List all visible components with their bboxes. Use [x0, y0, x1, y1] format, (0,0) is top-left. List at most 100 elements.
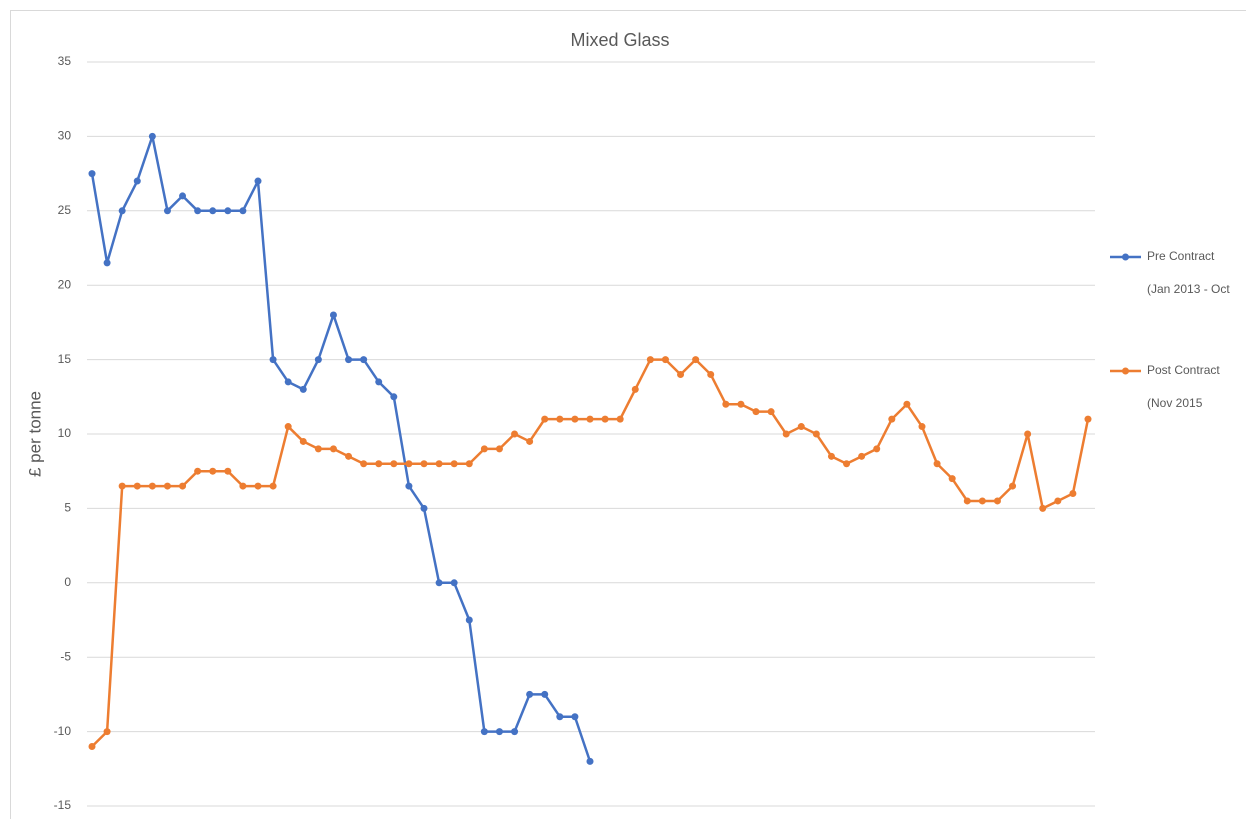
- data-point: [465, 616, 473, 624]
- data-point: [148, 482, 156, 490]
- data-point: [495, 728, 503, 736]
- chart-title: Mixed Glass: [570, 30, 669, 50]
- data-point: [526, 690, 534, 698]
- y-tick-label: 15: [58, 352, 72, 366]
- data-point: [511, 728, 519, 736]
- data-point: [465, 460, 473, 468]
- data-point: [1039, 504, 1047, 512]
- data-point: [616, 415, 624, 423]
- data-point: [586, 415, 594, 423]
- data-point: [692, 356, 700, 364]
- data-point: [103, 259, 111, 267]
- data-point: [224, 207, 232, 215]
- data-point: [737, 400, 745, 408]
- data-point: [797, 423, 805, 431]
- data-point: [978, 497, 986, 505]
- data-point: [405, 460, 413, 468]
- data-point: [375, 460, 383, 468]
- data-point: [239, 482, 247, 490]
- data-point: [1069, 490, 1077, 498]
- data-point: [752, 408, 760, 416]
- data-point: [601, 415, 609, 423]
- data-point: [782, 430, 790, 438]
- y-tick-label: 20: [58, 277, 72, 291]
- data-point: [209, 467, 217, 475]
- data-point: [586, 757, 594, 765]
- y-tick-label: 35: [58, 54, 72, 68]
- data-point: [284, 423, 292, 431]
- legend-marker: [1122, 367, 1129, 375]
- data-point: [405, 482, 413, 490]
- data-point: [360, 460, 368, 468]
- data-point: [254, 482, 262, 490]
- data-point: [858, 452, 866, 460]
- data-point: [435, 460, 443, 468]
- data-point: [571, 713, 579, 721]
- data-point: [179, 482, 187, 490]
- data-point: [707, 370, 715, 378]
- data-point: [163, 482, 171, 490]
- data-point: [993, 497, 1001, 505]
- data-point: [148, 132, 156, 140]
- data-point: [375, 378, 383, 386]
- data-point: [843, 460, 851, 468]
- legend-label-line2: (Jan 2013 - Oct: [1147, 282, 1230, 296]
- data-point: [963, 497, 971, 505]
- data-point: [284, 378, 292, 386]
- data-point: [873, 445, 881, 453]
- legend-label: Pre Contract: [1147, 249, 1215, 263]
- data-point: [420, 460, 428, 468]
- data-point: [345, 356, 353, 364]
- chart-frame: [10, 10, 1246, 819]
- y-tick-label: 10: [58, 426, 72, 440]
- data-point: [480, 445, 488, 453]
- data-point: [722, 400, 730, 408]
- data-point: [450, 579, 458, 587]
- data-point: [269, 356, 277, 364]
- data-point: [541, 690, 549, 698]
- data-point: [526, 437, 534, 445]
- series-line: [90, 135, 592, 762]
- data-point: [495, 445, 503, 453]
- data-point: [435, 579, 443, 587]
- data-point: [314, 445, 322, 453]
- data-point: [299, 437, 307, 445]
- data-point: [345, 452, 353, 460]
- data-point: [329, 445, 337, 453]
- data-point: [360, 356, 368, 364]
- data-point: [511, 430, 519, 438]
- data-point: [631, 385, 639, 393]
- data-point: [224, 467, 232, 475]
- data-point: [1084, 415, 1092, 423]
- data-point: [948, 475, 956, 483]
- data-point: [903, 400, 911, 408]
- data-point: [1024, 430, 1032, 438]
- data-point: [767, 408, 775, 416]
- data-point: [661, 356, 669, 364]
- data-point: [933, 460, 941, 468]
- y-tick-label: 30: [58, 129, 72, 143]
- data-point: [118, 207, 126, 215]
- data-point: [918, 423, 926, 431]
- data-point: [103, 728, 111, 736]
- data-point: [194, 207, 202, 215]
- data-point: [314, 356, 322, 364]
- data-point: [163, 207, 171, 215]
- y-tick-label: 0: [64, 575, 71, 589]
- data-point: [1054, 497, 1062, 505]
- data-point: [646, 356, 654, 364]
- data-point: [179, 192, 187, 200]
- data-point: [194, 467, 202, 475]
- data-point: [254, 177, 262, 185]
- y-tick-label: 5: [64, 501, 71, 515]
- y-tick-label: -5: [60, 649, 71, 663]
- data-point: [269, 482, 277, 490]
- data-point: [480, 728, 488, 736]
- data-point: [541, 415, 549, 423]
- data-point: [1009, 482, 1017, 490]
- data-point: [133, 177, 141, 185]
- data-point: [239, 207, 247, 215]
- data-point: [299, 385, 307, 393]
- data-point: [827, 452, 835, 460]
